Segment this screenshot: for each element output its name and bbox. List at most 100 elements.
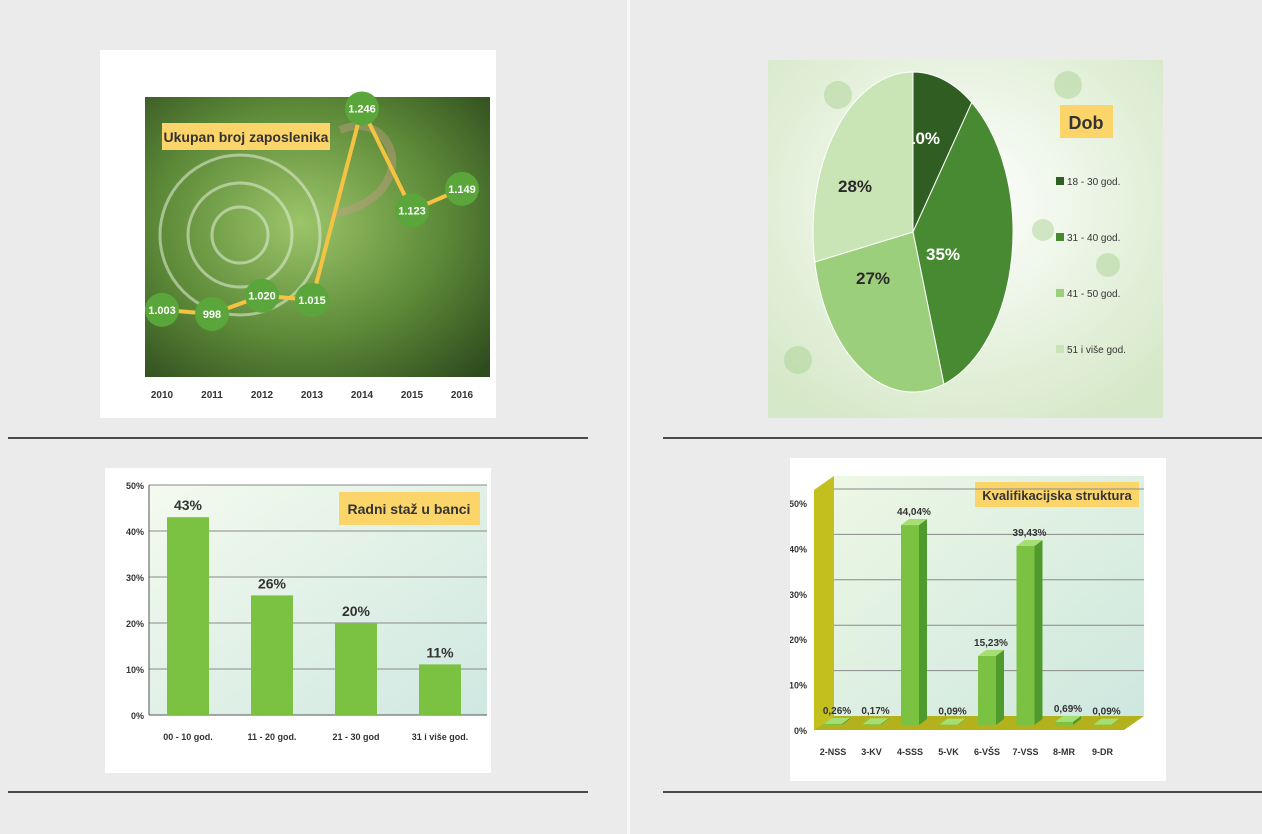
x-tick-label: 7-VSS [1012, 747, 1038, 757]
bar-side [1111, 718, 1120, 725]
data-label: 1.003 [148, 305, 176, 317]
column-divider [627, 0, 630, 834]
bar [419, 664, 461, 715]
x-tick-label: 21 - 30 god [332, 732, 379, 742]
data-label: 0,26% [823, 706, 851, 717]
bar-top [901, 519, 927, 526]
data-label: 1.123 [398, 205, 426, 217]
bar-top [1093, 718, 1120, 725]
data-label: 15,23% [974, 638, 1008, 649]
legend-swatch [1056, 289, 1064, 297]
y-tick-label: 40% [790, 544, 807, 554]
pie-slice [812, 71, 914, 263]
bar-side [996, 649, 1004, 725]
x-tick-label: 6-VŠS [974, 746, 1000, 757]
y-tick-label: 0% [794, 726, 807, 736]
bar-top [1016, 539, 1043, 546]
background-swirl [158, 153, 322, 317]
y-tick-label: 50% [126, 481, 144, 491]
data-label: 0,09% [1092, 707, 1120, 718]
data-point [195, 296, 229, 331]
divider-line [8, 437, 588, 439]
x-tick-label: 4-SSS [897, 747, 923, 757]
bar [862, 724, 881, 726]
bar-side [957, 718, 966, 725]
data-point [145, 292, 179, 327]
slice-label: 27% [856, 269, 890, 288]
bar [1055, 721, 1073, 725]
plot-background [814, 476, 1144, 730]
y-tick-label: 20% [126, 619, 144, 629]
bar [167, 517, 209, 715]
y-tick-label: 30% [126, 573, 144, 583]
employees-line-chart-panel: Ukupan broj zaposlenika 1.003 2010 998 2011… [100, 50, 496, 418]
x-tick-label: 2011 [201, 390, 223, 401]
x-tick-label: 3-KV [861, 747, 882, 757]
bar-top [978, 649, 1004, 656]
divider-line [663, 437, 1262, 439]
data-point [295, 282, 329, 317]
data-label: 11% [426, 644, 454, 660]
y-tick-label: 50% [790, 499, 807, 509]
legend-label: 51 i više god. [1067, 345, 1126, 356]
bar [1016, 545, 1035, 725]
bar [335, 623, 377, 715]
slice-label: 28% [838, 177, 872, 196]
hand-graphic [329, 122, 397, 219]
x-tick-label: 2015 [401, 390, 424, 401]
data-label: 998 [203, 309, 221, 321]
data-label: 26% [258, 575, 287, 591]
side-wall [814, 476, 834, 730]
x-tick-label: 2016 [451, 390, 474, 401]
legend-label: 41 - 50 god. [1067, 289, 1120, 300]
data-label: 44,04% [897, 507, 931, 518]
x-tick-label: 11 - 20 god. [247, 732, 296, 742]
age-pie-chart: Dob 10% 18 - 30 god. 35% 31 - 40 god. 27% 41 … [768, 60, 1163, 418]
x-tick-label: 8-MR [1053, 747, 1075, 757]
pie-slice [912, 101, 1014, 385]
bar [251, 595, 293, 715]
x-tick-label: 31 i više god. [412, 732, 469, 742]
legend-swatch [1056, 177, 1064, 185]
pie-slice [912, 71, 973, 233]
x-tick-label: 2-NSS [820, 747, 847, 757]
tenure-bar-chart: Radni staž u banci 0% 10% 20% 30% 40% 50% 43% 0… [126, 481, 487, 742]
legend-swatch [1056, 233, 1064, 241]
data-point [395, 193, 429, 228]
y-tick-label: 0% [131, 711, 144, 721]
chart-title: Kvalifikacijska struktura [982, 488, 1132, 503]
bar-top [1055, 715, 1081, 722]
data-label: 1.020 [248, 291, 276, 303]
bar [939, 724, 958, 726]
bar-side [1034, 539, 1043, 725]
chart-title-box [975, 482, 1139, 507]
bar-side [919, 519, 927, 725]
data-label: 1.149 [448, 184, 476, 196]
employees-line-chart: Ukupan broj zaposlenika 1.003 2010 998 2011… [145, 91, 490, 401]
age-pie-chart-panel: Dob 10% 18 - 30 god. 35% 31 - 40 god. 27% 41 … [768, 60, 1163, 418]
y-tick-label: 40% [126, 527, 144, 537]
data-label: 1.246 [348, 103, 376, 115]
data-point [445, 171, 479, 206]
y-tick-label: 10% [790, 681, 807, 691]
data-label: 20% [342, 603, 371, 619]
qualification-bar-chart: Kvalifikacijska struktura 0% 10% 20% 30% 40%… [789, 476, 1144, 757]
legend-label: 31 - 40 god. [1067, 233, 1120, 244]
data-label: 0,09% [938, 707, 966, 718]
y-tick-label: 10% [126, 665, 144, 675]
data-label: 39,43% [1013, 528, 1047, 539]
legend-label: 18 - 30 god. [1067, 177, 1120, 188]
data-label: 0,17% [861, 706, 889, 717]
data-label: 0,69% [1054, 704, 1082, 715]
pie-slice [814, 231, 945, 393]
chart-title-box [1060, 105, 1113, 138]
chart-title-box [162, 123, 330, 150]
legend-swatch [1056, 345, 1064, 353]
qualification-bar-chart-panel: Kvalifikacijska struktura 0% 10% 20% 30% 40%… [789, 458, 1166, 781]
bar-side [1073, 715, 1081, 725]
bar-side [842, 717, 850, 725]
divider-line [663, 791, 1262, 793]
chart-title: Dob [1069, 113, 1104, 133]
x-tick-label: 2013 [301, 390, 324, 401]
slice-label: 35% [926, 245, 960, 264]
